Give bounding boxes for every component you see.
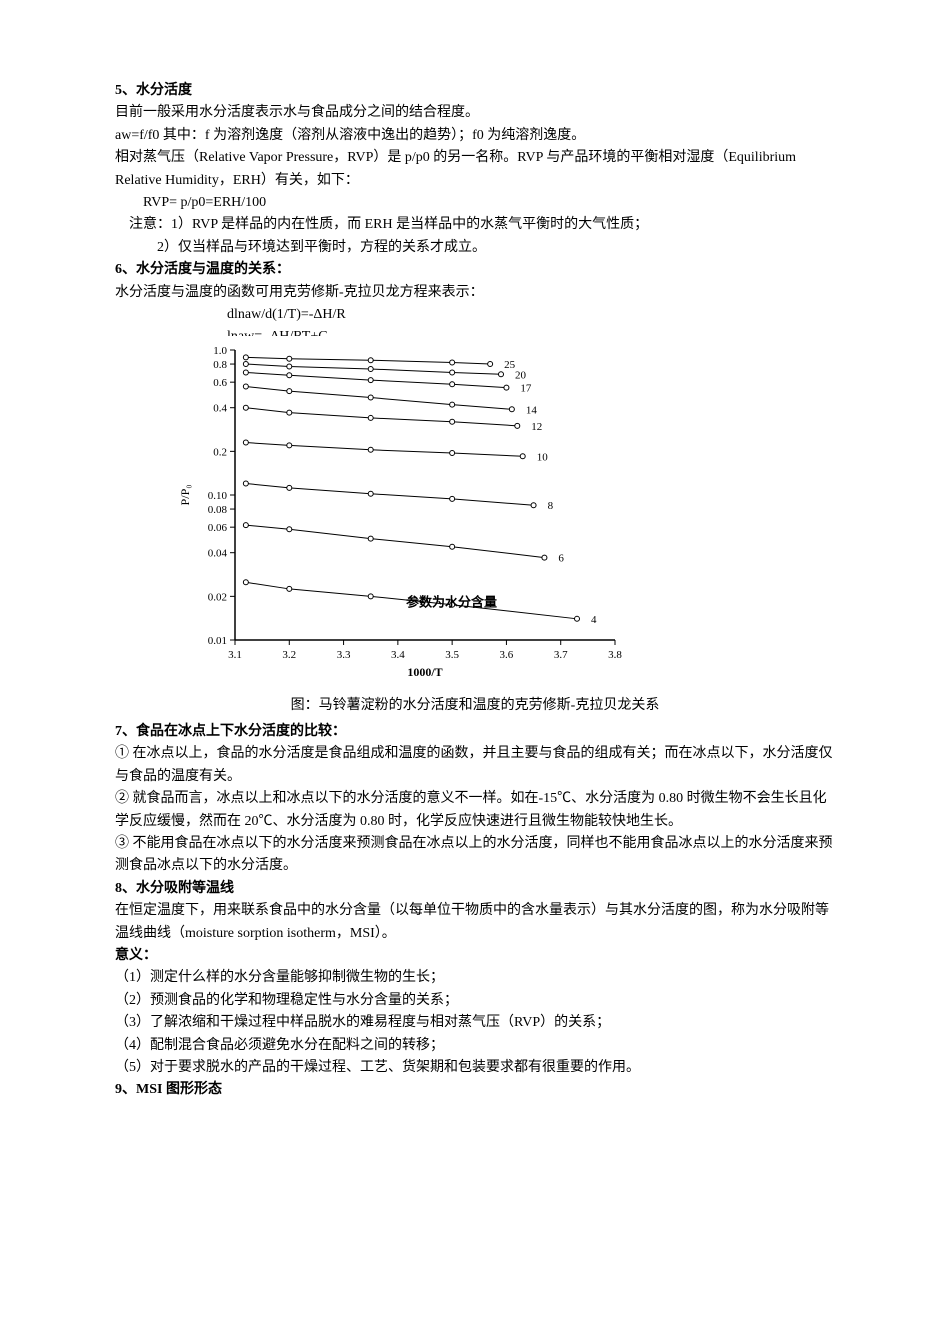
svg-text:0.06: 0.06 <box>208 522 228 534</box>
svg-text:0.04: 0.04 <box>208 548 228 560</box>
s8-l4: （4）配制混合食品必须避免水分在配料之间的转移； <box>115 1035 835 1057</box>
svg-text:0.4: 0.4 <box>213 403 227 415</box>
chart-caption: 图：马铃薯淀粉的水分活度和温度的克劳修斯-克拉贝龙关系 <box>115 695 835 717</box>
svg-text:14: 14 <box>526 405 538 417</box>
svg-text:3.4: 3.4 <box>391 649 405 661</box>
s8-l3: （3）了解浓缩和干燥过程中样品脱水的难易程度与相对蒸气压（RVP）的关系； <box>115 1012 835 1034</box>
svg-text:17: 17 <box>520 383 532 395</box>
svg-text:3.8: 3.8 <box>608 649 622 661</box>
svg-text:3.6: 3.6 <box>500 649 514 661</box>
section-5-heading: 5、水分活度 <box>115 80 835 102</box>
svg-text:4: 4 <box>591 614 597 626</box>
svg-text:0.08: 0.08 <box>208 504 228 516</box>
svg-text:0.2: 0.2 <box>213 447 227 459</box>
s7-p1: ① 在冰点以上，食品的水分活度是食品组成和温度的函数，并且主要与食品的组成有关；… <box>115 743 835 788</box>
svg-text:0.8: 0.8 <box>213 359 227 371</box>
svg-text:参数为水分含量: 参数为水分含量 <box>406 595 497 610</box>
svg-text:0.10: 0.10 <box>208 490 228 502</box>
s7-p2: ② 就食品而言，冰点以上和冰点以下的水分活度的意义不一样。如在-15℃、水分活度… <box>115 788 835 833</box>
svg-text:P/P₀: P/P₀ <box>178 485 192 506</box>
s8-p2: 意义： <box>115 945 835 967</box>
s6-p1: 水分活度与温度的函数可用克劳修斯-克拉贝龙方程来表示： <box>115 282 835 304</box>
svg-text:12: 12 <box>531 421 542 433</box>
s6-eq2: lnaw= -ΔH/RT+C <box>115 326 835 336</box>
svg-text:3.7: 3.7 <box>554 649 568 661</box>
svg-text:8: 8 <box>548 501 554 513</box>
svg-text:3.2: 3.2 <box>282 649 296 661</box>
svg-text:0.6: 0.6 <box>213 377 227 389</box>
section-7-heading: 7、食品在冰点上下水分活度的比较： <box>115 721 835 743</box>
s5-p5: 注意：1）RVP 是样品的内在性质，而 ERH 是当样品中的水蒸气平衡时的大气性… <box>115 214 835 236</box>
s8-l1: （1）测定什么样的水分含量能够抑制微生物的生长； <box>115 967 835 989</box>
section-6-heading: 6、水分活度与温度的关系： <box>115 259 835 281</box>
svg-text:3.5: 3.5 <box>445 649 459 661</box>
svg-text:6: 6 <box>558 553 564 565</box>
section-9-heading: 9、MSI 图形形态 <box>115 1079 835 1101</box>
svg-text:1.0: 1.0 <box>213 345 227 357</box>
s8-p1: 在恒定温度下，用来联系食品中的水分含量（以每单位干物质中的含水量表示）与其水分活… <box>115 900 835 945</box>
s8-l5: （5）对于要求脱水的产品的干燥过程、工艺、货架期和包装要求都有很重要的作用。 <box>115 1057 835 1079</box>
svg-text:3.1: 3.1 <box>228 649 242 661</box>
section-8-heading: 8、水分吸附等温线 <box>115 878 835 900</box>
svg-text:20: 20 <box>515 370 527 382</box>
svg-text:1000/T: 1000/T <box>407 665 442 679</box>
s5-p2: aw=f/f0 其中：f 为溶剂逸度（溶剂从溶液中逸出的趋势）；f0 为纯溶剂逸… <box>115 125 835 147</box>
s8-l2: （2）预测食品的化学和物理稳定性与水分含量的关系； <box>115 990 835 1012</box>
svg-text:0.02: 0.02 <box>208 592 227 604</box>
svg-text:0.01: 0.01 <box>208 635 227 647</box>
chart-svg: 0.01 0.02 0.04 0.06 0.08 0.10 0.2 0.4 0.6 0.8 1.0 3… <box>175 340 655 680</box>
s5-p4: RVP= p/p0=ERH/100 <box>115 192 835 214</box>
s5-p6: 2）仅当样品与环境达到平衡时，方程的关系才成立。 <box>115 237 835 259</box>
s5-p1: 目前一般采用水分活度表示水与食品成分之间的结合程度。 <box>115 102 835 124</box>
s7-p3: ③ 不能用食品在冰点以下的水分活度来预测食品在冰点以上的水分活度，同样也不能用食… <box>115 833 835 878</box>
svg-text:25: 25 <box>504 359 515 371</box>
s5-p3: 相对蒸气压（Relative Vapor Pressure，RVP）是 p/p0… <box>115 147 835 192</box>
svg-text:10: 10 <box>537 452 549 464</box>
s6-eq1: dlnaw/d(1/T)=-ΔH/R <box>115 304 835 326</box>
svg-text:3.3: 3.3 <box>337 649 351 661</box>
water-activity-chart: 0.01 0.02 0.04 0.06 0.08 0.10 0.2 0.4 0.6 0.8 1.0 3… <box>175 340 835 688</box>
